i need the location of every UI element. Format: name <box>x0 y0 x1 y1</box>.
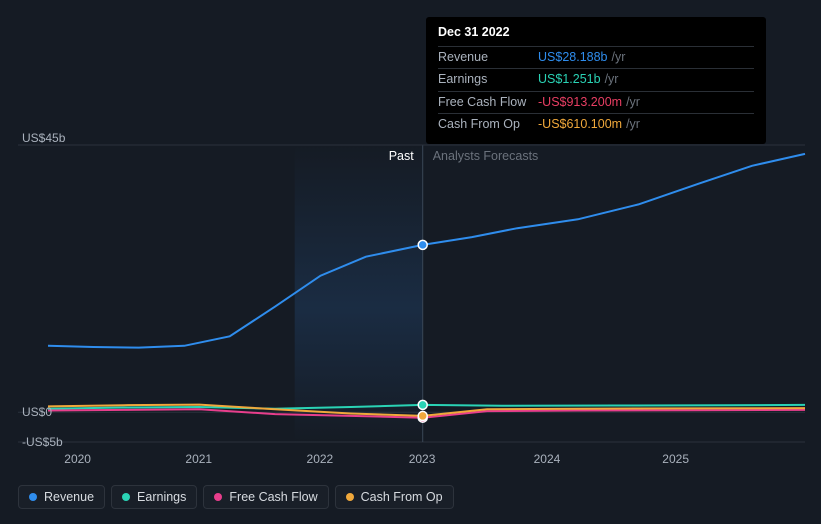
legend-dot-icon <box>214 493 222 501</box>
x-axis-label: 2024 <box>534 452 561 466</box>
chart-tooltip: Dec 31 2022 RevenueUS$28.188b/yrEarnings… <box>426 17 766 144</box>
tooltip-row-value: US$28.188b <box>538 49 608 67</box>
tooltip-row-label: Free Cash Flow <box>438 94 538 112</box>
x-axis-label: 2021 <box>185 452 212 466</box>
tooltip-title: Dec 31 2022 <box>438 24 754 42</box>
y-axis-label: US$45b <box>22 131 65 145</box>
tooltip-row: Free Cash Flow-US$913.200m/yr <box>438 91 754 114</box>
legend-item-earnings[interactable]: Earnings <box>111 485 197 509</box>
region-label-past: Past <box>389 149 414 163</box>
tooltip-row-suffix: /yr <box>626 116 640 134</box>
y-axis-label: -US$5b <box>22 435 63 449</box>
legend-item-cfo[interactable]: Cash From Op <box>335 485 454 509</box>
legend-item-revenue[interactable]: Revenue <box>18 485 105 509</box>
tooltip-row-suffix: /yr <box>605 71 619 89</box>
tooltip-row-suffix: /yr <box>612 49 626 67</box>
tooltip-row: EarningsUS$1.251b/yr <box>438 68 754 91</box>
legend-item-label: Free Cash Flow <box>229 490 317 504</box>
legend-item-fcf[interactable]: Free Cash Flow <box>203 485 328 509</box>
chart-legend: Revenue Earnings Free Cash Flow Cash From O… <box>18 485 454 509</box>
legend-item-label: Revenue <box>44 490 94 504</box>
tooltip-row-label: Earnings <box>438 71 538 89</box>
tooltip-row-value: -US$610.100m <box>538 116 622 134</box>
x-axis-label: 2020 <box>64 452 91 466</box>
tooltip-row: RevenueUS$28.188b/yr <box>438 46 754 69</box>
legend-item-label: Cash From Op <box>361 490 443 504</box>
x-axis-label: 2025 <box>662 452 689 466</box>
legend-dot-icon <box>29 493 37 501</box>
x-axis-label: 2022 <box>307 452 334 466</box>
tooltip-row-label: Cash From Op <box>438 116 538 134</box>
x-axis-label: 2023 <box>409 452 436 466</box>
tooltip-row: Cash From Op-US$610.100m/yr <box>438 113 754 136</box>
y-axis-label: US$0 <box>22 405 52 419</box>
tooltip-row-value: US$1.251b <box>538 71 601 89</box>
legend-dot-icon <box>346 493 354 501</box>
tooltip-row-value: -US$913.200m <box>538 94 622 112</box>
legend-dot-icon <box>122 493 130 501</box>
tooltip-row-suffix: /yr <box>626 94 640 112</box>
tooltip-row-label: Revenue <box>438 49 538 67</box>
legend-item-label: Earnings <box>137 490 186 504</box>
region-label-future: Analysts Forecasts <box>433 149 539 163</box>
